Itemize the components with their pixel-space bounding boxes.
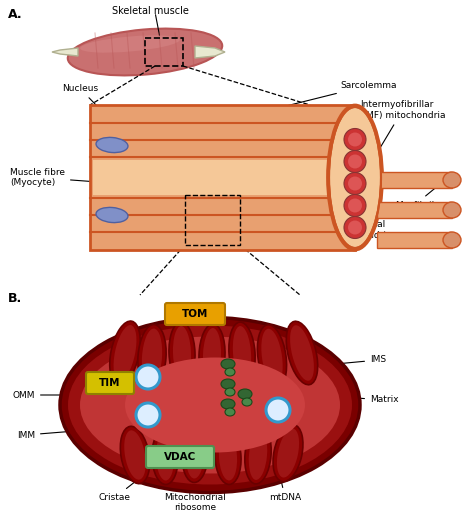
Ellipse shape xyxy=(329,107,381,248)
Ellipse shape xyxy=(80,35,180,52)
Ellipse shape xyxy=(443,202,461,218)
Polygon shape xyxy=(195,46,225,58)
Text: Mitochondrial
ribosome: Mitochondrial ribosome xyxy=(164,413,227,512)
Ellipse shape xyxy=(277,429,299,477)
Ellipse shape xyxy=(242,398,252,406)
Ellipse shape xyxy=(273,425,303,482)
Ellipse shape xyxy=(68,325,352,485)
Circle shape xyxy=(348,198,362,212)
Ellipse shape xyxy=(109,321,140,385)
Ellipse shape xyxy=(142,329,162,386)
Text: Skeletal muscle: Skeletal muscle xyxy=(111,6,189,16)
Bar xyxy=(145,38,183,66)
Text: VDAC: VDAC xyxy=(164,452,196,462)
Ellipse shape xyxy=(203,328,221,382)
Ellipse shape xyxy=(96,138,128,153)
Text: mtDNA: mtDNA xyxy=(265,413,301,502)
FancyBboxPatch shape xyxy=(165,303,225,325)
Ellipse shape xyxy=(120,426,150,484)
Text: Muscle fibre
(Myocyte): Muscle fibre (Myocyte) xyxy=(10,168,102,187)
FancyBboxPatch shape xyxy=(146,446,214,468)
Text: OMM: OMM xyxy=(12,390,65,400)
Ellipse shape xyxy=(96,208,128,223)
Ellipse shape xyxy=(229,322,255,384)
Text: Nucleus: Nucleus xyxy=(62,84,126,136)
Ellipse shape xyxy=(221,379,235,389)
Polygon shape xyxy=(52,48,78,56)
Bar xyxy=(377,172,452,188)
Ellipse shape xyxy=(156,433,174,481)
Ellipse shape xyxy=(152,430,178,485)
Ellipse shape xyxy=(443,172,461,188)
Ellipse shape xyxy=(173,326,191,380)
Ellipse shape xyxy=(221,399,235,409)
Text: TIM: TIM xyxy=(99,378,121,388)
Ellipse shape xyxy=(186,431,204,479)
Ellipse shape xyxy=(225,368,235,376)
Ellipse shape xyxy=(199,324,225,386)
Text: Matrix: Matrix xyxy=(318,395,399,404)
Ellipse shape xyxy=(249,430,267,480)
Circle shape xyxy=(136,403,160,427)
Bar xyxy=(377,232,452,248)
Circle shape xyxy=(348,132,362,146)
Ellipse shape xyxy=(225,388,235,396)
Ellipse shape xyxy=(261,329,283,385)
FancyBboxPatch shape xyxy=(86,372,134,394)
Text: TOM: TOM xyxy=(182,309,208,319)
Circle shape xyxy=(344,151,366,172)
Text: IMM: IMM xyxy=(17,430,85,440)
Circle shape xyxy=(344,216,366,239)
Circle shape xyxy=(266,398,290,422)
Circle shape xyxy=(348,221,362,235)
Circle shape xyxy=(348,155,362,169)
Bar xyxy=(93,160,355,195)
Text: Cytoplasm: Cytoplasm xyxy=(248,196,368,210)
Ellipse shape xyxy=(238,389,252,399)
Circle shape xyxy=(344,129,366,151)
Ellipse shape xyxy=(169,322,195,384)
Ellipse shape xyxy=(245,426,271,484)
Text: Subsarcolemmal
(SS) mitochondria: Subsarcolemmal (SS) mitochondria xyxy=(233,220,392,240)
Ellipse shape xyxy=(219,433,237,481)
Bar xyxy=(185,195,240,245)
Text: Intermyofibrillar
(IMF) mitochondria: Intermyofibrillar (IMF) mitochondria xyxy=(360,100,446,171)
Text: Sarcolemma: Sarcolemma xyxy=(273,81,396,110)
Ellipse shape xyxy=(68,29,222,75)
Circle shape xyxy=(136,365,160,389)
Text: Cristae: Cristae xyxy=(99,472,148,502)
Circle shape xyxy=(348,176,362,190)
Circle shape xyxy=(344,172,366,195)
Ellipse shape xyxy=(80,336,340,473)
Ellipse shape xyxy=(328,105,383,250)
Ellipse shape xyxy=(221,359,235,369)
Ellipse shape xyxy=(257,325,287,389)
Text: IMS: IMS xyxy=(328,356,386,365)
Ellipse shape xyxy=(138,324,166,389)
Bar xyxy=(377,202,452,218)
Ellipse shape xyxy=(215,430,241,484)
Text: Myofibril: Myofibril xyxy=(395,182,443,210)
Ellipse shape xyxy=(182,428,208,483)
Text: A.: A. xyxy=(8,8,23,21)
Ellipse shape xyxy=(125,358,305,453)
Ellipse shape xyxy=(290,325,314,381)
Ellipse shape xyxy=(114,325,137,381)
Ellipse shape xyxy=(443,232,461,248)
Text: B.: B. xyxy=(8,292,22,305)
Ellipse shape xyxy=(124,430,146,480)
Ellipse shape xyxy=(233,326,251,380)
Circle shape xyxy=(344,195,366,216)
Ellipse shape xyxy=(60,318,360,493)
Ellipse shape xyxy=(225,408,235,416)
Ellipse shape xyxy=(286,321,318,385)
Bar xyxy=(90,105,355,250)
